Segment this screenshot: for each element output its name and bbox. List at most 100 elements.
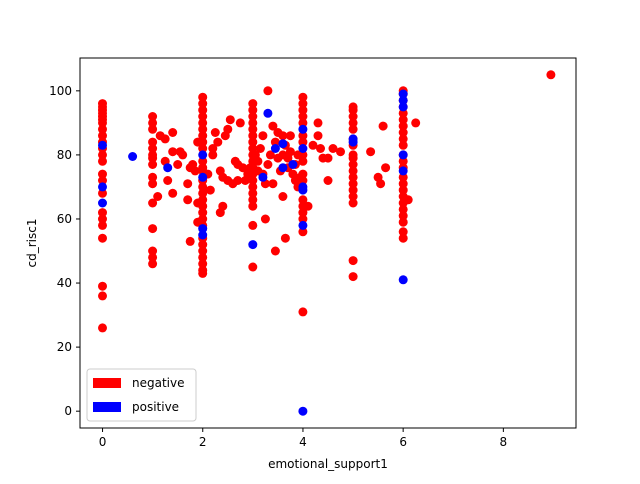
- point-negative-169: [298, 169, 308, 179]
- point-negative-11: [98, 150, 107, 160]
- point-negative-108: [248, 99, 258, 109]
- point-positive-17: [298, 144, 308, 153]
- point-negative-88: [208, 150, 218, 160]
- point-negative-17: [98, 214, 107, 224]
- point-negative-110: [248, 112, 258, 121]
- point-positive-5: [198, 150, 208, 160]
- point-negative-160: [298, 92, 308, 102]
- point-positive-16: [298, 124, 308, 134]
- point-negative-23: [148, 112, 158, 121]
- point-negative-208: [378, 121, 388, 131]
- point-negative-199: [348, 179, 358, 189]
- point-negative-72: [198, 188, 208, 198]
- point-negative-19: [98, 233, 107, 243]
- point-negative-138: [268, 179, 278, 189]
- point-negative-126: [248, 262, 258, 272]
- point-positive-28: [398, 166, 408, 176]
- point-negative-38: [153, 192, 163, 201]
- point-positive-12: [270, 144, 280, 153]
- point-negative-189: [348, 112, 358, 121]
- point-negative-178: [308, 140, 318, 150]
- x-tick-label-4: 4: [299, 435, 307, 449]
- point-negative-25: [148, 124, 158, 134]
- point-negative-16: [98, 208, 107, 218]
- point-negative-124: [248, 201, 258, 211]
- point-negative-26: [148, 137, 158, 147]
- x-tick-label-6: 6: [399, 435, 407, 449]
- point-positive-15: [288, 160, 298, 169]
- x-tick-label-8: 8: [500, 435, 508, 449]
- point-negative-168: [298, 156, 308, 166]
- point-negative-113: [248, 131, 258, 141]
- point-negative-12: [98, 156, 107, 166]
- x-axis-label: emotional_support1: [268, 457, 388, 471]
- point-negative-37: [148, 259, 158, 269]
- y-tick-label-80: 80: [57, 148, 72, 162]
- point-negative-29: [148, 153, 158, 163]
- point-negative-30: [148, 160, 158, 169]
- y-tick-label-60: 60: [57, 212, 72, 226]
- point-negative-125: [248, 220, 258, 230]
- point-negative-170: [298, 176, 308, 185]
- point-negative-225: [398, 185, 408, 195]
- point-negative-20: [98, 281, 107, 291]
- point-negative-34: [148, 224, 158, 234]
- point-positive-26: [398, 102, 408, 112]
- point-negative-63: [198, 124, 208, 134]
- point-negative-123: [248, 195, 258, 205]
- point-negative-174: [298, 214, 308, 224]
- point-positive-24: [398, 89, 408, 99]
- point-positive-0: [98, 140, 107, 150]
- points-layer: [98, 70, 556, 416]
- point-negative-181: [316, 144, 325, 153]
- point-positive-29: [398, 275, 408, 285]
- point-negative-111: [248, 118, 258, 128]
- point-negative-139: [268, 121, 278, 131]
- point-negative-27: [148, 144, 158, 153]
- point-negative-219: [398, 140, 408, 150]
- point-negative-230: [398, 217, 408, 227]
- point-negative-175: [298, 227, 308, 237]
- legend-label-positive: positive: [132, 400, 179, 414]
- point-negative-216: [398, 121, 408, 131]
- y-tick-label-0: 0: [64, 404, 72, 418]
- point-negative-140: [270, 137, 280, 147]
- point-negative-128: [253, 156, 263, 166]
- point-negative-137: [265, 150, 275, 160]
- point-negative-224: [398, 179, 408, 189]
- point-positive-7: [198, 224, 208, 234]
- point-negative-177: [303, 201, 313, 211]
- point-negative-33: [148, 198, 158, 208]
- point-negative-229: [398, 211, 408, 221]
- legend-label-negative: negative: [132, 376, 184, 390]
- point-negative-180: [313, 118, 323, 128]
- point-negative-90: [213, 137, 223, 147]
- point-negative-171: [298, 195, 308, 205]
- point-positive-25: [398, 95, 408, 105]
- point-positive-11: [263, 108, 273, 118]
- point-negative-96: [223, 124, 233, 134]
- point-negative-176: [298, 307, 308, 317]
- point-negative-228: [398, 204, 408, 214]
- point-negative-48: [178, 150, 188, 160]
- point-negative-43: [168, 147, 178, 157]
- point-positive-2: [98, 198, 107, 208]
- point-negative-86: [205, 185, 215, 195]
- point-negative-15: [98, 188, 107, 198]
- point-negative-162: [298, 105, 308, 115]
- point-negative-205: [366, 147, 376, 157]
- point-negative-52: [185, 236, 195, 246]
- point-negative-49: [183, 195, 193, 205]
- point-negative-215: [398, 115, 408, 125]
- point-negative-207: [376, 179, 386, 189]
- point-negative-231: [398, 227, 408, 237]
- point-negative-161: [298, 99, 308, 109]
- point-positive-6: [198, 172, 208, 182]
- point-negative-18: [98, 220, 107, 230]
- point-negative-109: [248, 105, 258, 115]
- point-negative-35: [148, 246, 158, 256]
- point-negative-31: [148, 172, 158, 182]
- point-negative-183: [323, 153, 333, 163]
- point-negative-217: [398, 128, 408, 137]
- point-negative-163: [298, 112, 308, 121]
